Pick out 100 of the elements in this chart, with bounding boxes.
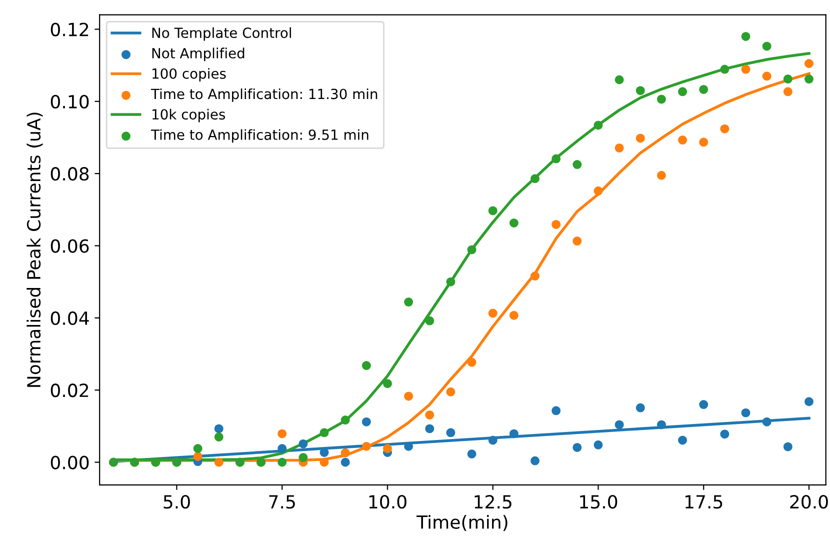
- point: [488, 308, 498, 318]
- point: [320, 428, 329, 438]
- legend-label: 100 copies: [152, 68, 226, 82]
- point: [382, 379, 392, 388]
- point: [762, 42, 772, 51]
- point: [636, 403, 645, 412]
- point: [678, 87, 688, 96]
- point: [446, 428, 456, 438]
- point: [572, 442, 582, 452]
- point: [278, 444, 287, 454]
- point: [425, 316, 434, 326]
- legend-label: 10k copies: [152, 108, 226, 122]
- point: [320, 458, 329, 467]
- point: [804, 74, 814, 84]
- y-tick-label: 0.12: [50, 22, 88, 36]
- point: [762, 72, 772, 81]
- point: [278, 429, 287, 438]
- point: [214, 458, 224, 467]
- x-tick-label: 5.0: [164, 495, 190, 509]
- point: [552, 220, 561, 229]
- legend-label: Not Amplified: [152, 48, 244, 62]
- point: [636, 134, 645, 143]
- y-tick-label: 0.00: [50, 456, 89, 470]
- point: [699, 138, 708, 147]
- point: [193, 444, 202, 454]
- point: [278, 458, 287, 467]
- point: [783, 87, 792, 96]
- point: [404, 392, 414, 401]
- point: [572, 160, 582, 170]
- point: [552, 406, 561, 416]
- point: [678, 136, 688, 145]
- point: [404, 298, 414, 307]
- point: [425, 410, 434, 420]
- point: [614, 75, 624, 84]
- point: [614, 420, 624, 430]
- legend-label: Time to Amplification: 11.30 min: [150, 88, 378, 102]
- point: [488, 206, 498, 216]
- legend-label: Time to Amplification: 9.51 min: [150, 129, 368, 143]
- point: [614, 143, 624, 152]
- point: [362, 417, 371, 426]
- point: [298, 439, 308, 448]
- point: [783, 74, 792, 84]
- point: [362, 442, 371, 451]
- point: [530, 272, 540, 281]
- point: [404, 442, 414, 451]
- point: [467, 449, 476, 458]
- point: [594, 186, 603, 196]
- point: [594, 440, 603, 450]
- x-tick-label: 10.0: [369, 495, 406, 509]
- point: [530, 174, 540, 184]
- y-tick-label: 0.06: [50, 239, 89, 253]
- point: [298, 453, 308, 462]
- point: [467, 358, 476, 367]
- point: [340, 448, 350, 458]
- point: [720, 430, 730, 439]
- point: [804, 397, 814, 406]
- point: [509, 218, 518, 228]
- point: [488, 436, 498, 445]
- y-tick-label: 0.08: [50, 167, 89, 181]
- point: [741, 32, 750, 41]
- point: [720, 64, 730, 74]
- point: [656, 94, 666, 104]
- x-tick-label: 12.5: [474, 495, 512, 509]
- x-tick-label: 7.5: [269, 495, 295, 509]
- point: [509, 310, 518, 320]
- y-tick-label: 0.02: [50, 384, 88, 398]
- x-tick-label: 17.5: [685, 495, 722, 509]
- x-tick-label: 15.0: [580, 495, 618, 509]
- point: [699, 400, 708, 410]
- point: [340, 416, 350, 425]
- point: [362, 361, 371, 370]
- point: [656, 170, 666, 180]
- point: [509, 429, 518, 438]
- point: [193, 452, 202, 461]
- x-axis-title: Time(min): [416, 514, 508, 532]
- point: [446, 387, 456, 396]
- point: [425, 424, 434, 434]
- point: [741, 64, 750, 74]
- point: [214, 432, 224, 442]
- point: [741, 408, 750, 418]
- point: [720, 124, 730, 134]
- point: [804, 59, 814, 68]
- legend-label: No Template Control: [152, 27, 291, 41]
- y-axis-title: Normalised Peak Currents (uA): [26, 112, 43, 387]
- point: [656, 420, 666, 430]
- point: [699, 84, 708, 94]
- point: [572, 236, 582, 246]
- point: [530, 456, 540, 466]
- point: [340, 458, 350, 467]
- y-tick-label: 0.10: [50, 94, 89, 109]
- point: [446, 277, 456, 286]
- x-tick-label: 20.0: [790, 495, 828, 509]
- point: [467, 245, 476, 254]
- point: [552, 154, 561, 164]
- y-tick-label: 0.04: [50, 311, 89, 326]
- point: [382, 444, 392, 454]
- point: [636, 86, 645, 96]
- point: [214, 424, 224, 434]
- point: [762, 417, 772, 426]
- point: [783, 442, 792, 452]
